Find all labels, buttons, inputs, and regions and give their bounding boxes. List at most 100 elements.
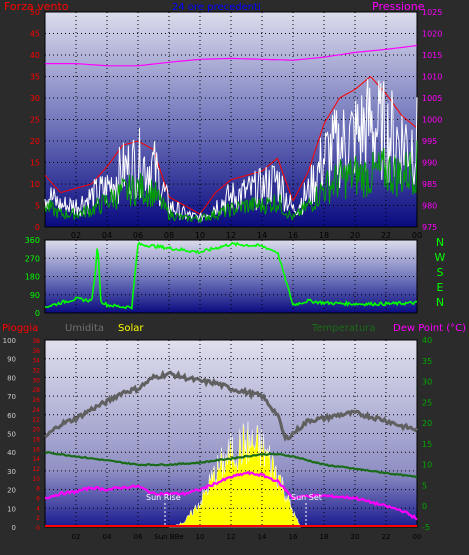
x-tick-label: 18 <box>320 533 329 541</box>
humidity-tick-label: 30 <box>7 468 16 476</box>
x-tick-label: 16 <box>288 231 298 240</box>
left-tick-label: 0 <box>35 223 40 232</box>
direction-tick-label: 180 <box>25 273 40 282</box>
humidity-tick-label: 50 <box>7 431 16 439</box>
temperature-tick-label: 5 <box>422 481 427 490</box>
x-tick-label: 06 <box>133 231 143 240</box>
x-tick-label: 10 <box>195 231 205 240</box>
right-tick-label: 1010 <box>422 73 442 82</box>
right-tick-label: 1000 <box>422 116 442 125</box>
temperature-tick-label: 25 <box>422 398 432 407</box>
x-tick-label: 20 <box>350 231 360 240</box>
rain-tick-label: 38 <box>32 338 40 345</box>
series-line <box>44 470 418 521</box>
rain-humidity-temperature-panel: 0102030405060708090100024681012141618202… <box>2 323 466 541</box>
x-tick-label: 10 <box>196 533 205 541</box>
left-tick-label: 25 <box>30 116 40 125</box>
temperature-tick-label: 20 <box>422 419 432 428</box>
compass-label: E <box>437 281 444 294</box>
rain-tick-label: 2 <box>36 515 40 522</box>
rain-tick-label: 16 <box>32 446 40 453</box>
right-tick-label: 1025 <box>422 8 442 17</box>
x-tick-label: 00 <box>413 533 422 541</box>
direction-tick-label: 0 <box>35 309 40 318</box>
rain-tick-label: 30 <box>32 377 40 384</box>
temperature-tick-label: 30 <box>422 378 432 387</box>
rain-tick-label: 10 <box>32 476 40 483</box>
pressure-axis-label: Pressione <box>372 0 425 13</box>
right-tick-label: 1005 <box>422 94 442 103</box>
rain-tick-label: 6 <box>36 495 40 502</box>
rain-tick-label: 32 <box>32 368 40 375</box>
temperature-tick-label: 0 <box>422 502 427 511</box>
series-line <box>44 369 419 442</box>
left-tick-label: 40 <box>30 51 40 60</box>
sun-set-annotation: Sun Set <box>291 493 322 502</box>
humidity-tick-label: 0 <box>12 524 16 532</box>
chart-title: 24 ore precedenti <box>172 2 261 13</box>
direction-tick-label: 360 <box>25 236 40 245</box>
x-tick-label: 02 <box>72 533 81 541</box>
series-line <box>44 140 418 225</box>
left-tick-label: 15 <box>30 159 40 168</box>
legend-label: Pioggia <box>2 323 38 334</box>
humidity-tick-label: 60 <box>7 412 16 420</box>
left-tick-label: 50 <box>30 8 40 17</box>
temperature-tick-label: 40 <box>422 336 432 345</box>
x-tick-label: 12 <box>227 533 236 541</box>
legend-label: Temperatura <box>311 323 376 334</box>
rain-tick-label: 12 <box>32 466 40 473</box>
right-tick-label: 1020 <box>422 30 442 39</box>
rain-tick-label: 18 <box>32 436 40 443</box>
x-tick-label: 06 <box>134 533 143 541</box>
temperature-tick-label: 10 <box>422 461 432 470</box>
x-tick-label: 14 <box>258 533 267 541</box>
right-tick-label: 985 <box>422 180 437 189</box>
temperature-tick-label: -5 <box>422 523 430 532</box>
rain-tick-label: 0 <box>36 525 40 532</box>
sun-rise-annotation: Sun Rise <box>146 493 181 502</box>
solar-area <box>168 421 302 528</box>
humidity-tick-label: 80 <box>7 374 16 382</box>
series-line <box>45 44 418 67</box>
x-tick-label: 22 <box>381 231 391 240</box>
compass-label: W <box>435 251 446 264</box>
left-tick-label: 5 <box>35 202 40 211</box>
x-tick-label: 04 <box>102 231 112 240</box>
right-tick-label: 980 <box>422 202 437 211</box>
legend-label: Dew Point (°C) <box>393 323 466 334</box>
rain-tick-label: 28 <box>32 387 40 394</box>
rain-tick-label: 8 <box>36 486 40 493</box>
rain-tick-label: 20 <box>32 427 40 434</box>
x-tick-label: 00 <box>412 231 422 240</box>
left-tick-label: 10 <box>30 180 40 189</box>
rain-tick-label: 22 <box>32 417 40 424</box>
temperature-tick-label: 35 <box>422 357 432 366</box>
x-tick-label: 22 <box>382 533 391 541</box>
wind-pressure-panel: 0510152025303540455097598098599099510001… <box>4 0 442 240</box>
x-tick-label: Sun BBe <box>154 533 183 541</box>
right-tick-label: 995 <box>422 137 437 146</box>
rain-tick-label: 14 <box>32 456 40 463</box>
x-tick-label: 04 <box>103 533 112 541</box>
left-tick-label: 45 <box>30 30 40 39</box>
series-line <box>44 450 418 479</box>
x-tick-label: 16 <box>289 533 298 541</box>
rain-tick-label: 34 <box>32 358 40 365</box>
rain-tick-label: 24 <box>32 407 40 414</box>
x-tick-label: 14 <box>257 231 267 240</box>
wind-axis-label: Forza vento <box>4 0 69 13</box>
left-tick-label: 30 <box>30 94 40 103</box>
series-line <box>44 78 418 223</box>
humidity-tick-label: 10 <box>7 505 16 513</box>
compass-label: N <box>436 296 444 309</box>
compass-label: N <box>436 236 444 249</box>
wind-direction-line <box>44 241 418 310</box>
rain-tick-label: 26 <box>32 397 40 404</box>
humidity-tick-label: 20 <box>7 487 16 495</box>
legend-label: Solar <box>118 323 144 334</box>
temperature-tick-label: 15 <box>422 440 432 449</box>
series-line <box>44 76 418 215</box>
